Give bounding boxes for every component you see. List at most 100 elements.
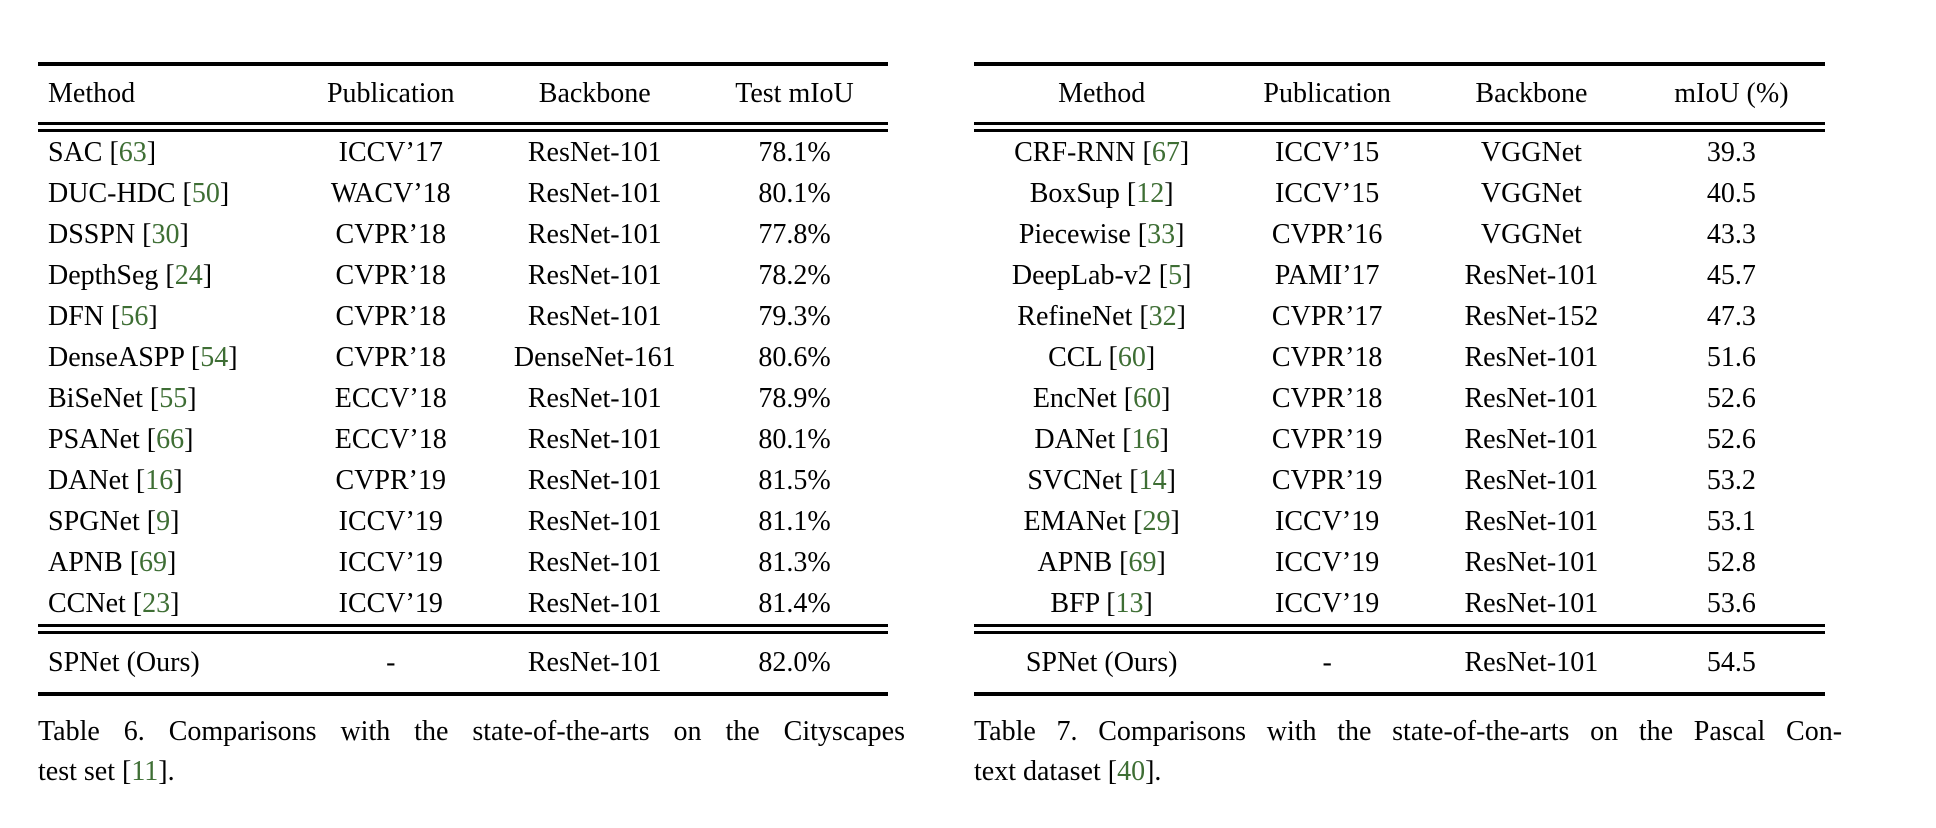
method-cell: DFN [56] [48, 300, 158, 332]
table-body: SAC [63] ICCV’17 ResNet-101 78.1% DUC-HDC [5… [38, 132, 888, 624]
caption-text: ]. [158, 756, 175, 787]
table-row: DeepLab-v2 [5] PAMI’17 ResNet-101 45.7 [974, 255, 1825, 296]
table-header-row: Method Publication Backbone mIoU (%) [974, 66, 1825, 122]
citation-link[interactable]: 54 [200, 341, 229, 373]
ours-row: SPNet (Ours) - ResNet-101 82.0% [38, 634, 888, 692]
publication-cell: PAMI’17 [1274, 259, 1380, 291]
method-cell: DANet [16] [1034, 423, 1169, 455]
miou-cell: 81.5% [758, 464, 831, 496]
publication-cell: CVPR’18 [1271, 382, 1383, 414]
miou-cell: 53.6 [1706, 587, 1756, 619]
citation-link[interactable]: 13 [1115, 587, 1144, 619]
publication-cell: CVPR’16 [1271, 218, 1383, 250]
publication-cell: ICCV’19 [1275, 587, 1380, 619]
caption-text: ]. [1145, 756, 1162, 787]
citation-link[interactable]: 30 [151, 218, 180, 250]
publication-cell: CVPR’19 [1271, 423, 1383, 455]
method-cell: Piecewise [33] [1018, 218, 1185, 250]
method-cell: CRF-RNN [67] [1014, 136, 1190, 168]
publication-cell: WACV’18 [330, 177, 451, 209]
publication-cell: CVPR’18 [335, 259, 446, 291]
citation-link[interactable]: 32 [1148, 300, 1177, 332]
backbone-cell: ResNet-101 [1464, 259, 1599, 291]
backbone-cell: ResNet-101 [527, 546, 662, 578]
citation-link[interactable]: 67 [1151, 136, 1180, 168]
citation-link[interactable]: 50 [191, 177, 220, 209]
caption-line: test set [11]. [38, 752, 905, 792]
method-cell: SVCNet [14] [1027, 464, 1176, 496]
miou-cell: 79.3% [758, 300, 831, 332]
backbone-cell: ResNet-101 [527, 382, 662, 414]
table-row: DenseASPP [54] CVPR’18 DenseNet-161 80.6% [38, 337, 888, 378]
publication-cell: CVPR’17 [1271, 300, 1383, 332]
citation-link[interactable]: 60 [1117, 341, 1146, 373]
citation-link[interactable]: 66 [156, 423, 185, 455]
citation-link[interactable]: 63 [118, 136, 147, 168]
citation-link[interactable]: 11 [131, 756, 159, 787]
caption-text: test set [ [38, 756, 132, 787]
miou-cell: 47.3 [1706, 300, 1756, 332]
table6-block: Method Publication Backbone Test mIoU SA… [38, 62, 905, 792]
publication-cell: ICCV’17 [338, 136, 443, 168]
backbone-cell: VGGNet [1480, 218, 1582, 250]
backbone-cell: ResNet-101 [1464, 587, 1599, 619]
miou-cell: 81.1% [758, 505, 831, 537]
method-cell: BoxSup [12] [1029, 177, 1174, 209]
backbone-cell: ResNet-101 [1464, 382, 1599, 414]
citation-link[interactable]: 56 [120, 300, 149, 332]
publication-cell: ICCV’19 [338, 587, 443, 619]
table7-caption: Table 7. Comparisons with the state-of-t… [974, 712, 1842, 792]
table-row: CRF-RNN [67] ICCV’15 VGGNet 39.3 [974, 132, 1825, 173]
citation-link[interactable]: 16 [1131, 423, 1160, 455]
backbone-cell: ResNet-101 [527, 647, 662, 678]
method-cell: DenseASPP [54] [48, 341, 238, 373]
publication-cell: ICCV’15 [1275, 177, 1380, 209]
publication-cell: ICCV’19 [338, 505, 443, 537]
miou-cell: 45.7 [1706, 259, 1756, 291]
table-row: DUC-HDC [50] WACV’18 ResNet-101 80.1% [38, 173, 888, 214]
table-row: EMANet [29] ICCV’19 ResNet-101 53.1 [974, 501, 1825, 542]
method-cell: BiSeNet [55] [48, 382, 197, 414]
column-header-backbone: Backbone [1475, 78, 1588, 109]
publication-cell: ICCV’19 [338, 546, 443, 578]
publication-cell: ICCV’19 [1275, 546, 1380, 578]
citation-link[interactable]: 60 [1133, 382, 1162, 414]
column-header-miou: Test mIoU [735, 78, 854, 109]
table-row: DepthSeg [24] CVPR’18 ResNet-101 78.2% [38, 255, 888, 296]
table-header-row: Method Publication Backbone Test mIoU [38, 66, 888, 122]
column-header-method: Method [48, 78, 136, 109]
citation-link[interactable]: 14 [1138, 464, 1167, 496]
miou-cell: 52.8 [1706, 546, 1756, 578]
citation-link[interactable]: 9 [156, 505, 171, 537]
column-header-publication: Publication [1263, 78, 1391, 109]
citation-link[interactable]: 29 [1142, 505, 1171, 537]
table-row: RefineNet [32] CVPR’17 ResNet-152 47.3 [974, 296, 1825, 337]
citation-link[interactable]: 24 [174, 259, 203, 291]
citation-link[interactable]: 69 [1128, 546, 1157, 578]
backbone-cell: ResNet-101 [1464, 341, 1599, 373]
column-header-publication: Publication [326, 78, 455, 109]
citation-link[interactable]: 33 [1147, 218, 1176, 250]
miou-cell: 80.1% [758, 423, 831, 455]
citation-link[interactable]: 5 [1168, 259, 1183, 291]
table-top-rule [38, 62, 888, 66]
backbone-cell: ResNet-101 [527, 423, 662, 455]
table-row: PSANet [66] ECCV’18 ResNet-101 80.1% [38, 419, 888, 460]
miou-cell: 80.6% [758, 341, 831, 373]
method-cell: CCNet [23] [48, 587, 180, 619]
citation-link[interactable]: 55 [159, 382, 188, 414]
method-cell: SPNet (Ours) [1025, 647, 1178, 678]
publication-cell: ECCV’18 [334, 423, 447, 455]
table-row: SPGNet [9] ICCV’19 ResNet-101 81.1% [38, 501, 888, 542]
backbone-cell: VGGNet [1480, 177, 1582, 209]
citation-link[interactable]: 12 [1136, 177, 1165, 209]
citation-link[interactable]: 23 [142, 587, 171, 619]
citation-link[interactable]: 69 [139, 546, 168, 578]
miou-cell: 39.3 [1706, 136, 1756, 168]
backbone-cell: ResNet-101 [527, 587, 662, 619]
miou-cell: 54.5 [1706, 647, 1756, 678]
citation-link[interactable]: 40 [1117, 756, 1146, 787]
backbone-cell: DenseNet-161 [513, 341, 676, 373]
citation-link[interactable]: 16 [145, 464, 174, 496]
miou-cell: 80.1% [758, 177, 831, 209]
